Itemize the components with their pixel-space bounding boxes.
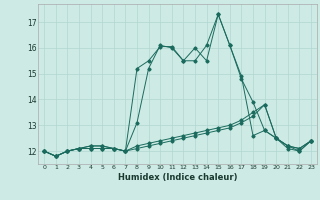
X-axis label: Humidex (Indice chaleur): Humidex (Indice chaleur) bbox=[118, 173, 237, 182]
